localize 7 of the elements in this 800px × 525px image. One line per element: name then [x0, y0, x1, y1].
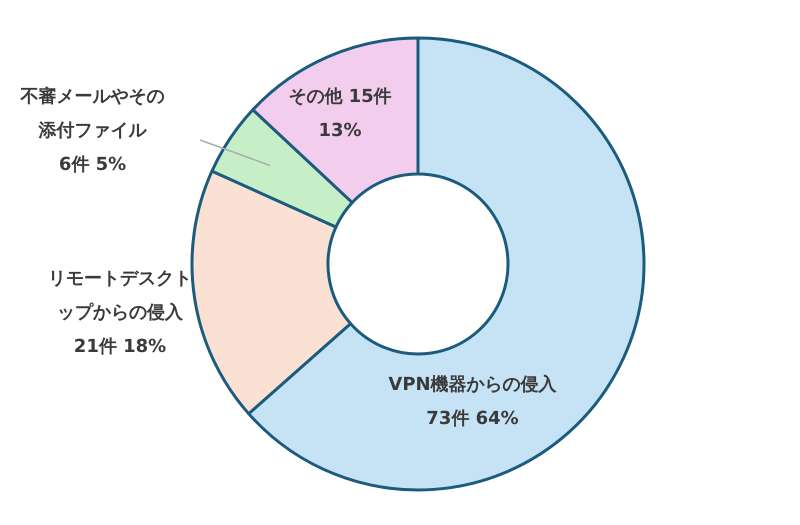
slice-label: その他 15件 13% — [287, 85, 393, 143]
data-label: 73件 64% — [426, 408, 519, 429]
slice-label: リモートデスクトップからの侵入 — [47, 267, 193, 325]
slice-label: 不審メールやその添付ファイル — [19, 85, 166, 143]
slice-label: VPN機器からの侵入 — [388, 374, 557, 395]
data-label: 21件 18% — [72, 335, 168, 359]
data-label: 6件 5% — [58, 153, 128, 177]
